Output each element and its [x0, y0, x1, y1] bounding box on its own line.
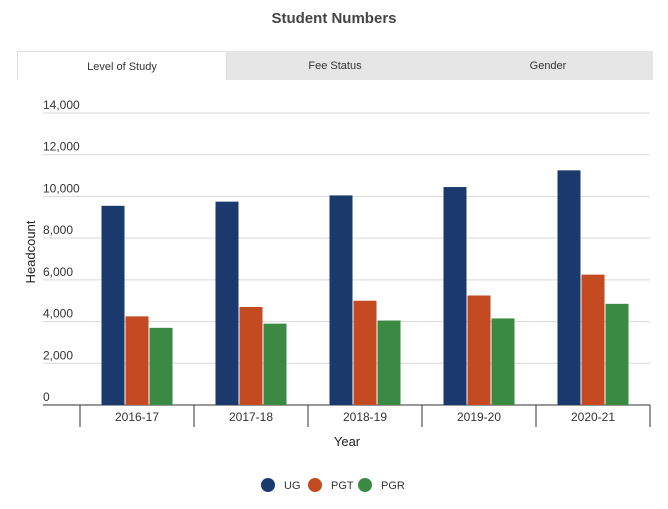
y-tick-label: 12,000: [43, 140, 80, 154]
y-axis: 0 2,000 4,000 6,000 8,000 10,000 12,000 14,000: [43, 98, 80, 404]
tab-fee-status[interactable]: Fee Status: [308, 60, 362, 72]
x-tick-label: 2017-18: [229, 410, 273, 424]
legend-marker-ug[interactable]: [261, 478, 275, 492]
bar-pgt[interactable]: [125, 316, 149, 405]
legend-marker-pgr[interactable]: [358, 478, 372, 492]
y-tick-label: 6,000: [43, 265, 73, 279]
bar-ug[interactable]: [443, 187, 467, 405]
tab-bar: Level of Study Fee Status Gender: [17, 51, 653, 80]
legend-marker-pgt[interactable]: [308, 478, 322, 492]
x-tick-label: 2019-20: [457, 410, 501, 424]
bar-pgt[interactable]: [467, 295, 491, 406]
chart-title: Student Numbers: [271, 10, 397, 27]
y-tick-label: 10,000: [43, 181, 80, 195]
bar-pgt[interactable]: [239, 306, 263, 405]
bar-pgr[interactable]: [263, 323, 287, 405]
bars: [101, 170, 629, 406]
tab-level-of-study[interactable]: Level of Study: [17, 51, 227, 80]
y-tick-label: 2,000: [43, 348, 73, 362]
bar-ug[interactable]: [215, 201, 239, 405]
x-axis: 2016-17 2017-18 2018-19 2019-20 2020-21: [79, 405, 651, 427]
legend-label-pgr[interactable]: PGR: [381, 480, 405, 492]
bar-pgr[interactable]: [605, 303, 629, 405]
legend-label-pgt[interactable]: PGT: [331, 480, 354, 492]
bar-ug[interactable]: [329, 195, 353, 405]
bar-pgt[interactable]: [581, 274, 605, 405]
y-tick-label: 0: [43, 390, 50, 404]
y-axis-title: Headcount: [23, 220, 38, 283]
tab-gender[interactable]: Gender: [529, 60, 567, 72]
bar-pgr[interactable]: [149, 327, 173, 405]
bar-ug[interactable]: [101, 205, 125, 405]
x-axis-title: Year: [334, 434, 361, 449]
legend: UG PGT PGR: [261, 478, 405, 492]
bar-pgr[interactable]: [377, 320, 401, 405]
legend-label-ug[interactable]: UG: [284, 480, 301, 492]
x-tick-label: 2016-17: [115, 410, 159, 424]
x-tick-label: 2018-19: [343, 410, 387, 424]
y-tick-label: 8,000: [43, 223, 73, 237]
y-tick-label: 14,000: [43, 98, 80, 112]
y-tick-label: 4,000: [43, 307, 73, 321]
bar-ug[interactable]: [557, 170, 581, 405]
x-tick-label: 2020-21: [571, 410, 615, 424]
bar-pgr[interactable]: [491, 318, 515, 405]
bar-pgt[interactable]: [353, 300, 377, 405]
